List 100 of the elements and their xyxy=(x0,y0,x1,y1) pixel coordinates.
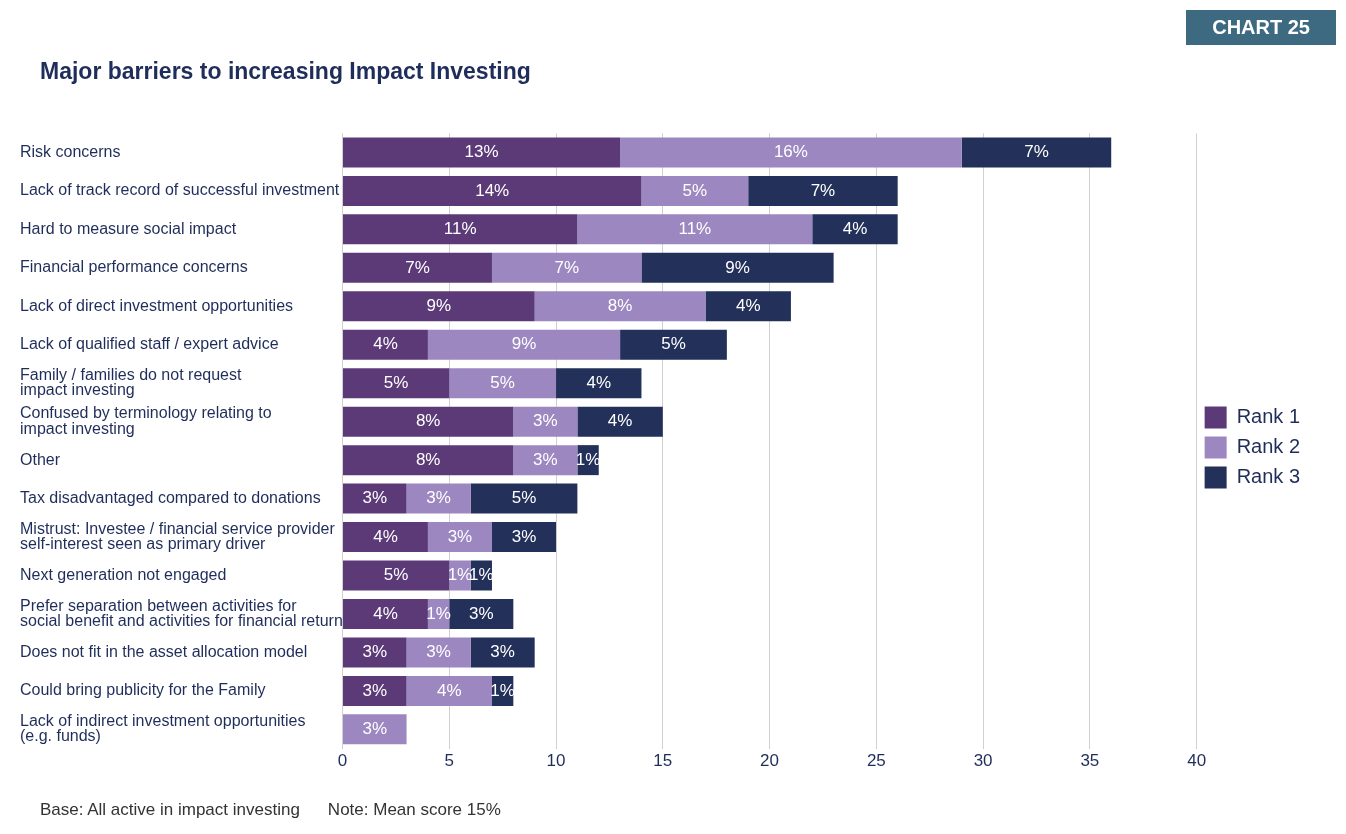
data-label: 8% xyxy=(415,449,441,469)
bar xyxy=(343,560,450,591)
x-tick-label: 30 xyxy=(973,751,993,771)
legend-label: Rank 2 xyxy=(1236,435,1301,458)
bar xyxy=(343,329,428,360)
data-label: 5% xyxy=(383,372,409,392)
bar xyxy=(406,483,471,514)
data-label: 4% xyxy=(436,680,462,700)
data-label: 11% xyxy=(678,219,712,239)
bar xyxy=(641,252,834,283)
y-tick-label: Lack of direct investment opportunities xyxy=(20,296,294,314)
bar xyxy=(343,291,535,322)
text: Base: All active in impact investing xyxy=(40,800,300,819)
bar xyxy=(513,406,578,437)
data-label: 4% xyxy=(373,526,398,546)
data-label: 4% xyxy=(586,372,612,392)
y-tick-label: Other xyxy=(20,450,61,468)
data-label: 4% xyxy=(373,334,398,354)
data-label: 5% xyxy=(511,488,537,508)
y-tick-label: Next generation not engaged xyxy=(20,565,227,583)
bar xyxy=(343,675,407,706)
bar xyxy=(406,675,492,706)
data-label: 13% xyxy=(464,142,499,162)
data-label: 5% xyxy=(383,565,409,585)
x-tick-label: 20 xyxy=(760,751,780,771)
bar xyxy=(343,714,407,745)
bar xyxy=(343,406,514,437)
y-tick-label: Lack of indirect investment opportunities (e.g. funds) xyxy=(20,712,306,745)
y-tick-label: Lack of qualified staff / expert advice xyxy=(20,335,279,353)
data-label: 5% xyxy=(490,372,515,392)
bar xyxy=(343,175,642,206)
chart-title: Major barriers to increasing Impact Investing xyxy=(40,58,531,85)
data-label: 11% xyxy=(443,219,477,239)
data-label: 4% xyxy=(607,411,633,431)
bar xyxy=(961,137,1112,168)
bar xyxy=(343,598,428,629)
legend-label: Rank 3 xyxy=(1236,465,1301,488)
data-label: 7% xyxy=(1024,142,1049,162)
data-label: 4% xyxy=(735,295,761,315)
data-label: 9% xyxy=(511,334,537,354)
bar xyxy=(343,137,621,168)
bar xyxy=(343,483,407,514)
y-tick-label: Confused by terminology relating to impact investing xyxy=(20,404,272,437)
data-label: 3% xyxy=(511,526,537,546)
bar xyxy=(641,175,749,206)
y-tick-label: Prefer separation between activities for social benefit and activities for financial return xyxy=(20,596,343,629)
data-label: 3% xyxy=(362,488,388,508)
data-label: 4% xyxy=(842,219,868,239)
bar xyxy=(343,522,428,553)
bar xyxy=(620,329,727,360)
caption: CHART 25 xyxy=(1186,10,1336,45)
bar xyxy=(556,368,642,399)
text: Note: Mean score 15% xyxy=(327,800,501,819)
bar xyxy=(491,522,557,553)
y-tick-label: Mistrust: Investee / financial service provider self-interest seen as primary driver xyxy=(20,519,336,553)
data-label: 3% xyxy=(362,642,388,662)
data-label: 14% xyxy=(475,180,510,200)
x-tick-label: 35 xyxy=(1080,751,1100,771)
data-label: 8% xyxy=(415,411,441,431)
data-label: 3% xyxy=(447,526,473,546)
data-label: 3% xyxy=(533,449,558,469)
bar xyxy=(470,483,578,514)
bar xyxy=(343,445,514,476)
bar xyxy=(748,175,898,206)
data-label: 3% xyxy=(426,642,451,662)
y-tick-label: Family / families do not request impact investing xyxy=(20,366,242,399)
data-label: 9% xyxy=(725,257,750,277)
y-tick-label: Hard to measure social impact xyxy=(20,219,237,237)
bar xyxy=(491,252,642,283)
bar xyxy=(449,598,514,629)
bar xyxy=(449,368,557,399)
data-label: 3% xyxy=(533,411,558,431)
data-label: 7% xyxy=(405,257,430,277)
bar xyxy=(577,214,813,245)
bar xyxy=(343,368,450,399)
data-label: 3% xyxy=(362,719,388,739)
bar xyxy=(406,637,471,668)
bar xyxy=(812,214,898,245)
x-tick-label: 25 xyxy=(866,751,886,771)
bar xyxy=(620,137,962,168)
data-label: 8% xyxy=(607,295,633,315)
data-label: 5% xyxy=(661,334,686,354)
bar xyxy=(705,291,791,322)
bar xyxy=(427,329,621,360)
data-label: 7% xyxy=(810,180,836,200)
data-label: 3% xyxy=(469,603,494,623)
x-tick-label: 15 xyxy=(653,751,673,771)
y-tick-label: Does not fit in the asset allocation model xyxy=(20,642,308,660)
data-label: 3% xyxy=(490,642,515,662)
y-tick-label: Could bring publicity for the Family xyxy=(20,681,266,699)
data-label: 7% xyxy=(554,257,579,277)
bar xyxy=(513,445,578,476)
bar xyxy=(534,291,706,322)
data-label: 9% xyxy=(426,295,452,315)
data-label: 1% xyxy=(575,449,601,469)
data-label: 3% xyxy=(362,680,388,700)
bar xyxy=(343,252,492,283)
y-tick-label: Financial performance concerns xyxy=(20,258,248,276)
data-label: 5% xyxy=(682,180,708,200)
data-label: 16% xyxy=(773,142,808,162)
